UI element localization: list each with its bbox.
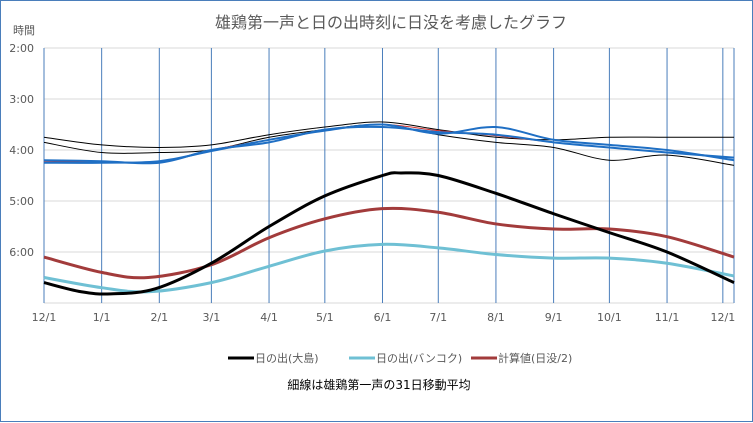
series-line — [43, 242, 735, 294]
series-line — [43, 206, 735, 280]
series-line — [43, 123, 735, 164]
y-axis-label: 時間 — [13, 24, 35, 37]
x-tick-label: 7/1 — [429, 311, 447, 324]
x-tick-label: 5/1 — [316, 311, 334, 324]
x-tick-label: 12/1 — [32, 311, 57, 324]
x-tick-label: 3/1 — [203, 311, 221, 324]
y-tick-label: 5:00 — [9, 195, 34, 208]
series-line — [43, 123, 735, 164]
x-tick-label: 10/1 — [597, 311, 622, 324]
legend-label: 計算値(日没/2) — [498, 351, 572, 365]
legend: 日の出(大島) 日の出(バンコク) 計算値(日没/2) — [228, 351, 572, 365]
y-tick-label: 2:00 — [9, 42, 34, 55]
x-tick-label: 11/1 — [655, 311, 680, 324]
series-line — [43, 171, 735, 296]
y-tick-label: 6:00 — [9, 246, 34, 259]
x-tick-label: 6/1 — [374, 311, 392, 324]
x-tick-label: 12/1 — [710, 311, 735, 324]
x-tick-label: 9/1 — [545, 311, 563, 324]
chart-title: 雄鶏第一声と日の出時刻に日没を考慮したグラフ — [215, 13, 567, 32]
x-tick-label: 2/1 — [150, 311, 168, 324]
series-line — [43, 121, 734, 148]
y-tick-label: 4:00 — [9, 144, 34, 157]
legend-label: 日の出(大島) — [255, 351, 319, 365]
chart-note: 細線は雄鶏第一声の31日移動平均 — [287, 377, 470, 392]
x-tick-label: 8/1 — [487, 311, 505, 324]
series-line — [43, 125, 735, 165]
x-tick-label: 1/1 — [93, 311, 111, 324]
series-line — [43, 123, 735, 166]
y-tick-label: 3:00 — [9, 93, 34, 106]
x-tick-label: 4/1 — [260, 311, 278, 324]
legend-label: 日の出(バンコク) — [376, 351, 462, 365]
